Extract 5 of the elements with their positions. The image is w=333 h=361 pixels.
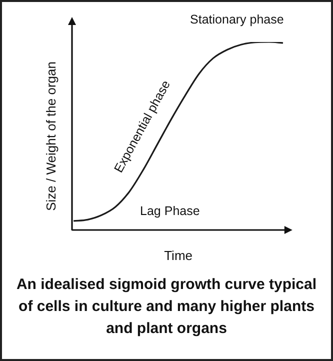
annotation: Lag Phase: [140, 204, 200, 218]
text: An idealised sigmoid growth curve typical of cells in culture and many higher plants and plant organs: [15, 275, 318, 339]
y-axis-title: Size / Weight of the organ: [43, 62, 58, 211]
text: Stationary phase: [190, 12, 284, 26]
x-axis-title: Time: [164, 248, 193, 263]
